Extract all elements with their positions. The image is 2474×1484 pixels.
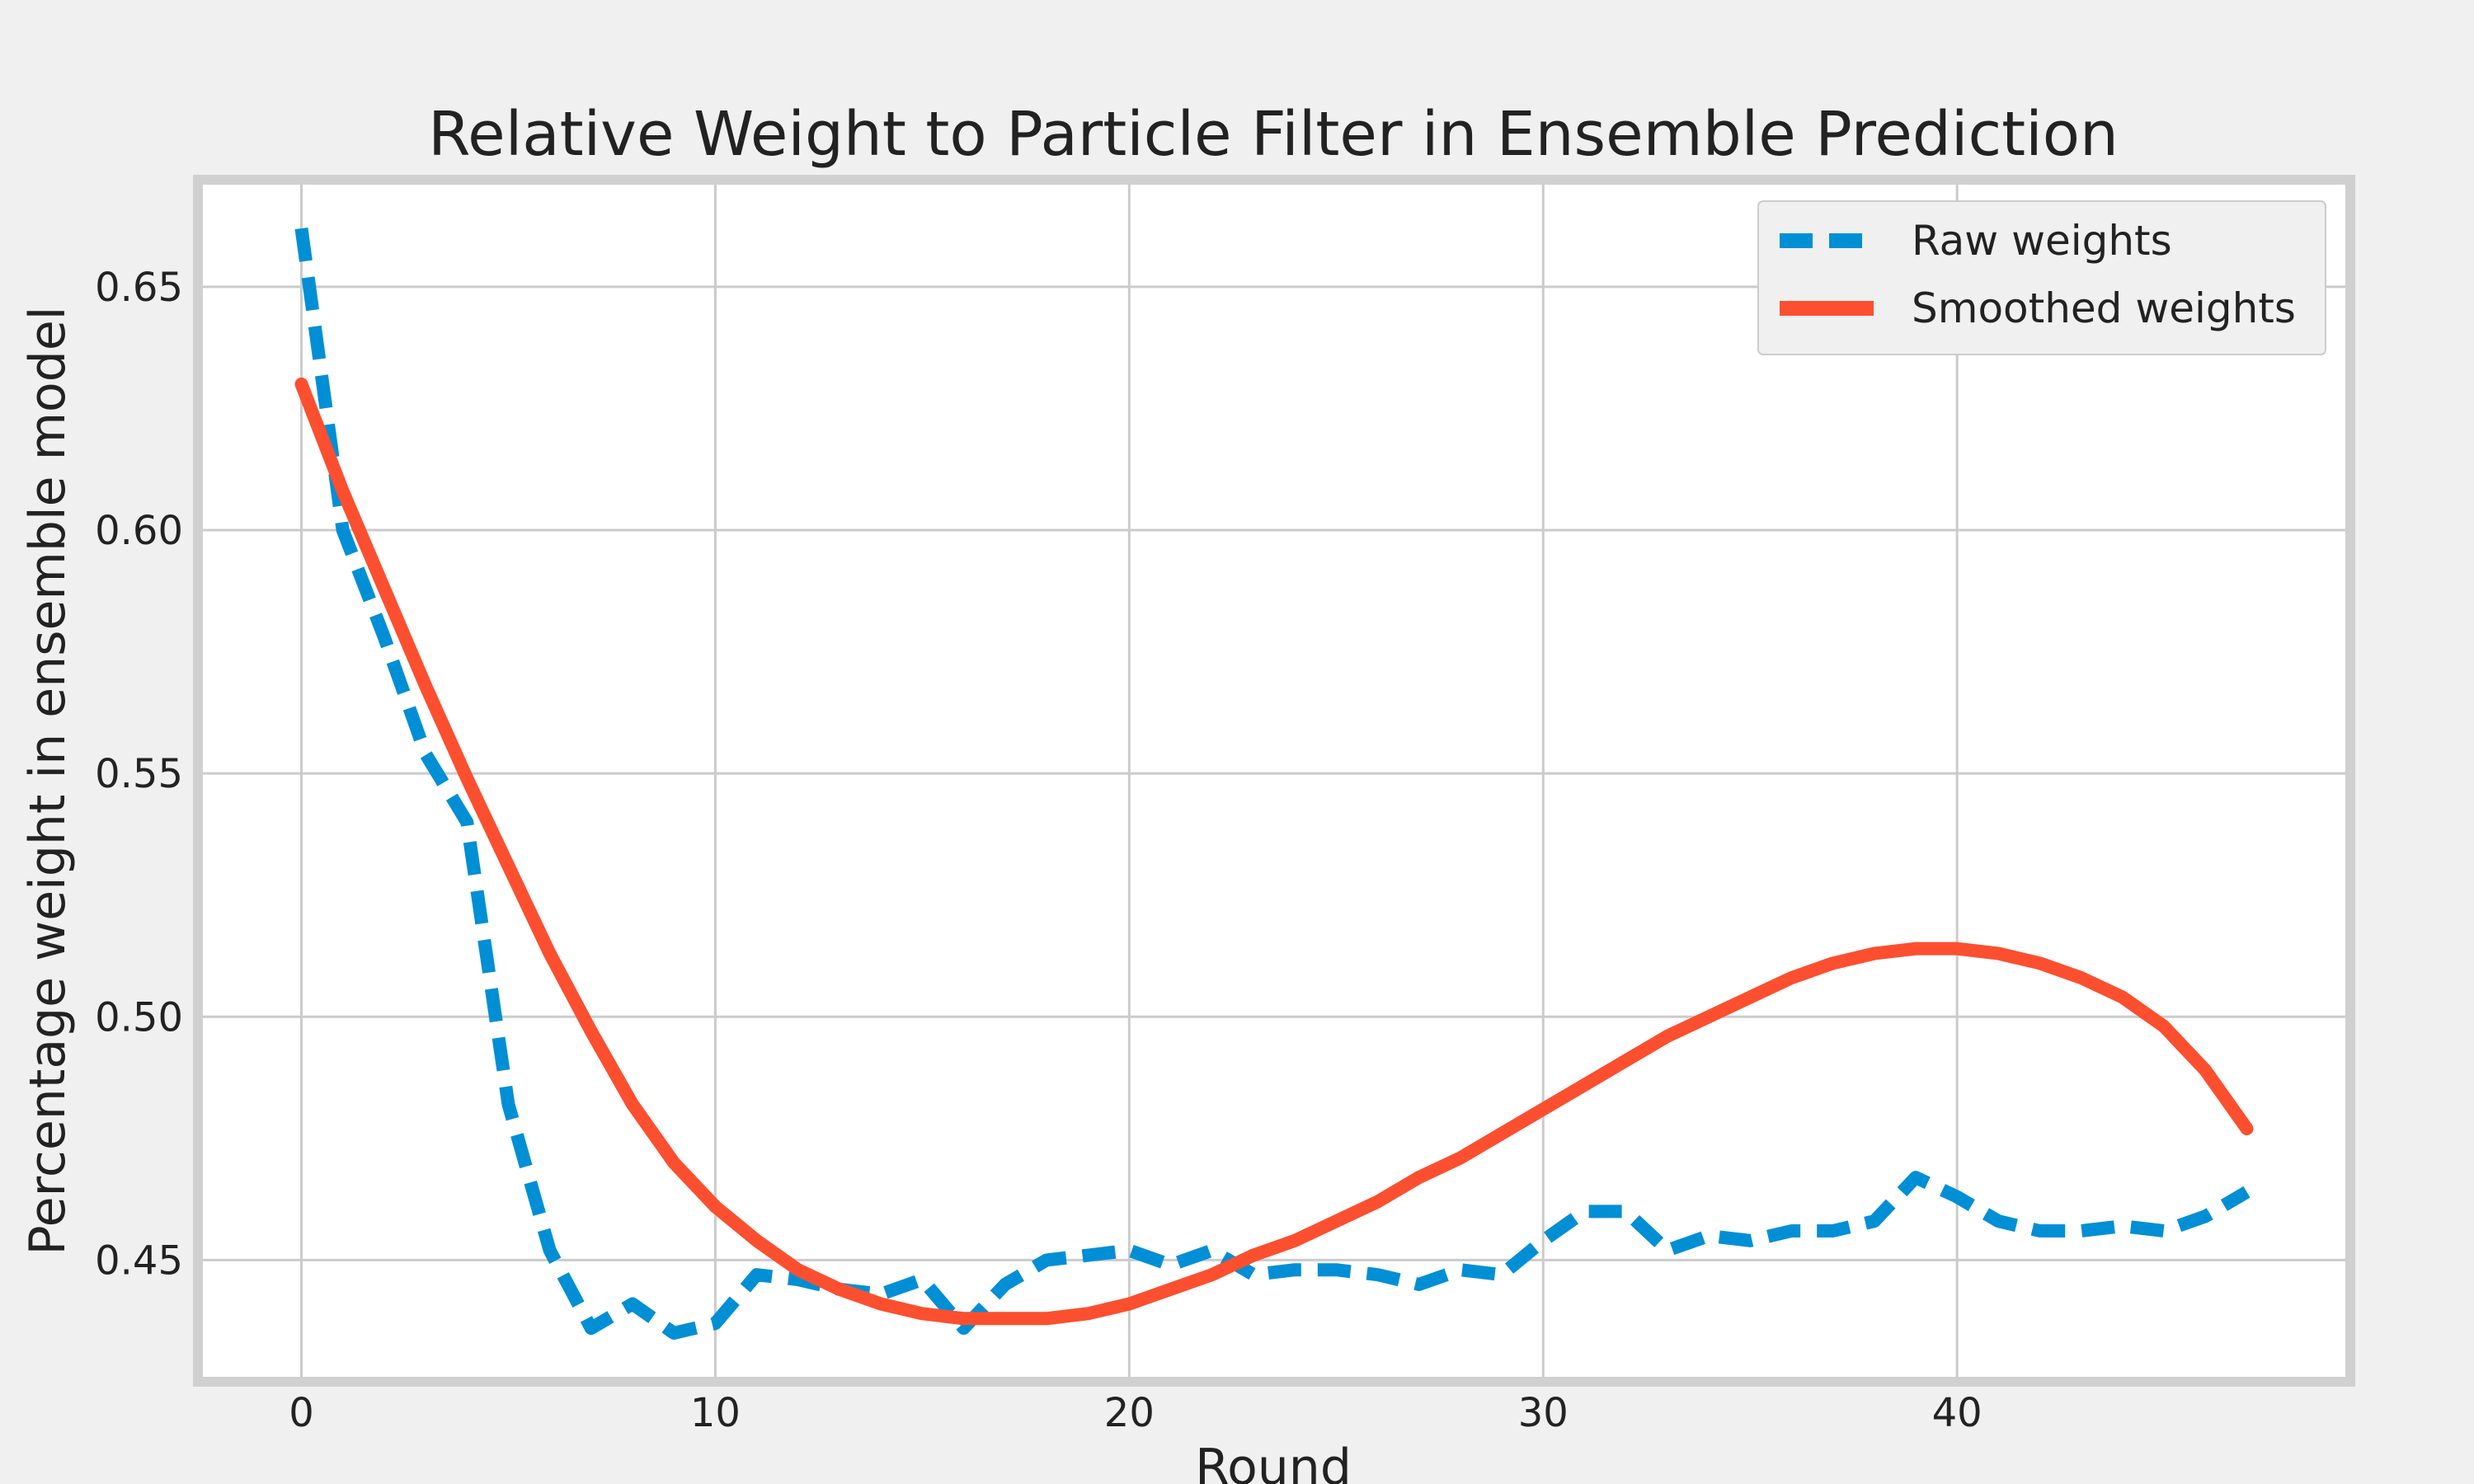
plot-frame	[193, 175, 2355, 1387]
x-tick-label: 0	[289, 1390, 314, 1436]
x-tick-label: 10	[690, 1390, 741, 1436]
x-tick-label: 40	[1932, 1390, 1982, 1436]
legend-label-smoothed-weights: Smoothed weights	[1912, 284, 2296, 332]
smoothed-weights-line	[294, 377, 2254, 1326]
x-tick-labels: 0 10 20 30 40	[289, 1390, 1982, 1436]
x-axis-label: Round	[1195, 1439, 1352, 1484]
chart-title: Relative Weight to Particle Filter in En…	[428, 99, 2119, 170]
y-tick-label: 0.65	[95, 265, 183, 311]
legend-label-raw-weights: Raw weights	[1912, 217, 2172, 265]
series-layer	[294, 227, 2254, 1340]
y-tick-labels: 0.45 0.50 0.55 0.60 0.65	[95, 265, 183, 1284]
legend: Raw weights Smoothed weights	[1757, 200, 2326, 355]
x-tick-label: 20	[1104, 1390, 1155, 1436]
y-tick-label: 0.55	[95, 751, 183, 797]
plot-area	[198, 180, 2350, 1382]
y-tick-label: 0.60	[95, 508, 183, 554]
x-tick-label: 30	[1518, 1390, 1569, 1436]
legend-box	[1757, 200, 2326, 355]
y-tick-label: 0.45	[95, 1237, 183, 1284]
y-axis-label: Percentage weight in ensemble model	[19, 307, 77, 1256]
raw-weights-line	[294, 227, 2251, 1340]
y-tick-label: 0.50	[95, 994, 183, 1040]
